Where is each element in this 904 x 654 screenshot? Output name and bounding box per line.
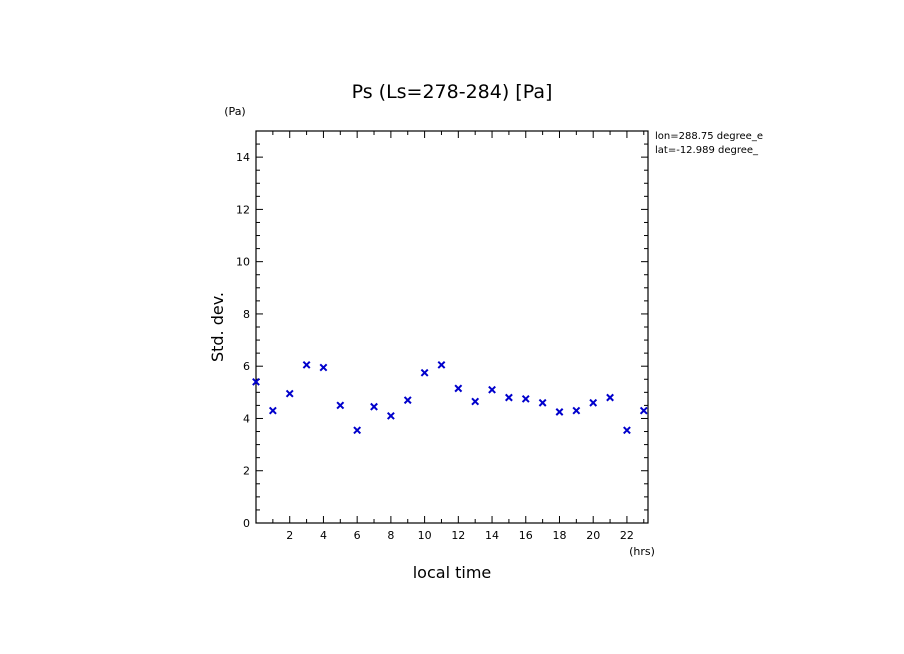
annotation-lat: lat=-12.989 degree_ bbox=[655, 145, 759, 156]
y-tick-label: 2 bbox=[243, 465, 250, 478]
y-tick-label: 6 bbox=[243, 360, 250, 373]
y-tick-label: 14 bbox=[236, 151, 250, 164]
x-tick-label: 4 bbox=[320, 529, 327, 542]
x-axis-label: local time bbox=[413, 563, 492, 582]
data-point bbox=[623, 426, 631, 435]
y-tick-label: 12 bbox=[236, 203, 250, 216]
y-tick-label: 10 bbox=[236, 256, 250, 269]
plot-frame bbox=[255, 130, 649, 524]
y-axis-label: Std. dev. bbox=[208, 292, 227, 362]
data-point bbox=[403, 396, 412, 405]
annotation-lon: lon=288.75 degree_e bbox=[655, 131, 763, 142]
y-tick-label: 4 bbox=[243, 412, 250, 425]
x-tick-label: 10 bbox=[418, 529, 432, 542]
data-point bbox=[285, 389, 294, 398]
x-tick-label: 20 bbox=[586, 529, 600, 542]
data-point bbox=[639, 406, 648, 415]
data-point bbox=[589, 398, 598, 407]
data-point bbox=[521, 394, 530, 403]
x-unit-label: (hrs) bbox=[629, 545, 655, 558]
data-point bbox=[454, 384, 463, 393]
x-tick-label: 16 bbox=[519, 529, 533, 542]
x-tick-label: 14 bbox=[485, 529, 499, 542]
data-point bbox=[353, 426, 362, 435]
data-point bbox=[252, 377, 260, 386]
data-point bbox=[555, 408, 564, 416]
data-point bbox=[386, 411, 395, 420]
chart-title: Ps (Ls=278-284) [Pa] bbox=[352, 81, 553, 103]
x-tick-label: 22 bbox=[620, 529, 634, 542]
x-tick-label: 12 bbox=[451, 529, 465, 542]
data-point bbox=[488, 385, 496, 394]
x-tick-label: 6 bbox=[354, 529, 361, 542]
data-point bbox=[336, 401, 345, 410]
y-tick-label: 8 bbox=[243, 308, 250, 321]
data-point bbox=[370, 402, 378, 411]
y-tick-label: 0 bbox=[243, 517, 250, 530]
data-point bbox=[606, 393, 614, 402]
data-point bbox=[471, 397, 480, 406]
data-point bbox=[319, 363, 328, 372]
y-unit-label: (Pa) bbox=[224, 105, 245, 118]
data-point bbox=[572, 406, 581, 415]
x-tick-label: 18 bbox=[552, 529, 566, 542]
x-tick-label: 2 bbox=[286, 529, 293, 542]
data-point bbox=[437, 360, 446, 369]
data-point bbox=[302, 360, 311, 369]
x-tick-label: 8 bbox=[387, 529, 394, 542]
data-point bbox=[268, 406, 277, 415]
data-point bbox=[420, 368, 429, 377]
data-point bbox=[538, 398, 547, 407]
data-point bbox=[504, 393, 513, 402]
